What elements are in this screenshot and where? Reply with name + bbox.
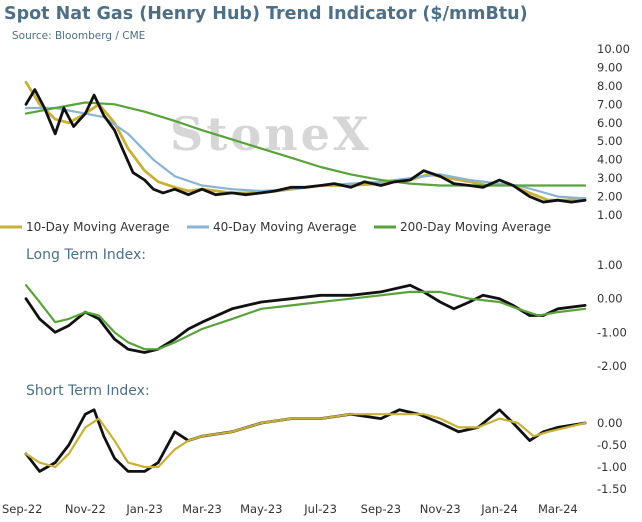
x-tick-label: Mar-23	[182, 502, 222, 516]
x-tick-label: Mar-24	[538, 502, 578, 516]
x-tick-label: Jan-24	[480, 502, 518, 516]
short-ytick-label: -1.50	[597, 482, 627, 496]
price-ytick-label: 9.00	[597, 60, 623, 74]
long-ytick-label: -1.00	[597, 325, 627, 339]
short-ytick-label: -0.50	[597, 438, 627, 452]
price-ytick-label: 10.00	[597, 42, 630, 56]
price-ytick-label: 7.00	[597, 97, 623, 111]
price-ytick-label: 6.00	[597, 116, 623, 130]
legend-label-ma200: 200-Day Moving Average	[400, 220, 551, 234]
long-series-ma200	[24, 284, 587, 351]
main-price-panel: 10.00 9.00 8.00 7.00 6.00 5.00 4.00 3.00 2.00 1.0…	[24, 42, 630, 222]
short-ytick-label: 0.00	[597, 416, 623, 430]
long-ytick-label: 0.00	[597, 292, 623, 306]
chart-source: Source: Bloomberg / CME	[12, 30, 146, 42]
price-ytick-label: 3.00	[597, 171, 623, 185]
legend-label-ma10: 10-Day Moving Average	[26, 220, 170, 234]
chart-title: Spot Nat Gas (Henry Hub) Trend Indicator…	[4, 4, 528, 24]
long-ytick-label: -2.00	[597, 359, 627, 373]
short-ytick-label: -1.00	[597, 460, 627, 474]
price-series-spot	[24, 88, 587, 204]
watermark-logo: StoneX	[170, 107, 372, 161]
long-ytick-label: 1.00	[597, 258, 623, 272]
price-ytick-label: 1.00	[597, 208, 623, 222]
price-ytick-label: 2.00	[597, 190, 623, 204]
long-term-index-title: Long Term Index:	[26, 247, 146, 263]
x-tick-label: Sep-22	[2, 502, 42, 516]
x-tick-label: Sep-23	[361, 502, 401, 516]
long-term-index-panel: 1.00 0.00 -1.00 -2.00	[24, 258, 627, 373]
price-ytick-label: 8.00	[597, 79, 623, 93]
legend: 10-Day Moving Average 40-Day Moving Avera…	[0, 220, 551, 234]
x-tick-label: May-23	[240, 502, 282, 516]
x-tick-label: Jan-23	[125, 502, 163, 516]
x-tick-label: Nov-23	[420, 502, 461, 516]
price-ytick-label: 4.00	[597, 153, 623, 167]
short-series-ma10	[24, 413, 587, 469]
x-axis: Sep-22 Nov-22 Jan-23 Mar-23 May-23 Jul-23 Sep-…	[2, 502, 578, 516]
x-tick-label: Nov-22	[65, 502, 106, 516]
legend-label-ma40: 40-Day Moving Average	[213, 220, 357, 234]
x-tick-label: Jul-23	[303, 502, 337, 516]
short-term-index-panel: 0.00 -0.50 -1.00 -1.50	[24, 408, 627, 496]
long-series-spot	[24, 283, 587, 354]
short-term-index-title: Short Term Index:	[26, 383, 150, 399]
price-series-200-day-moving-average	[24, 101, 587, 187]
price-ytick-label: 5.00	[597, 134, 623, 148]
